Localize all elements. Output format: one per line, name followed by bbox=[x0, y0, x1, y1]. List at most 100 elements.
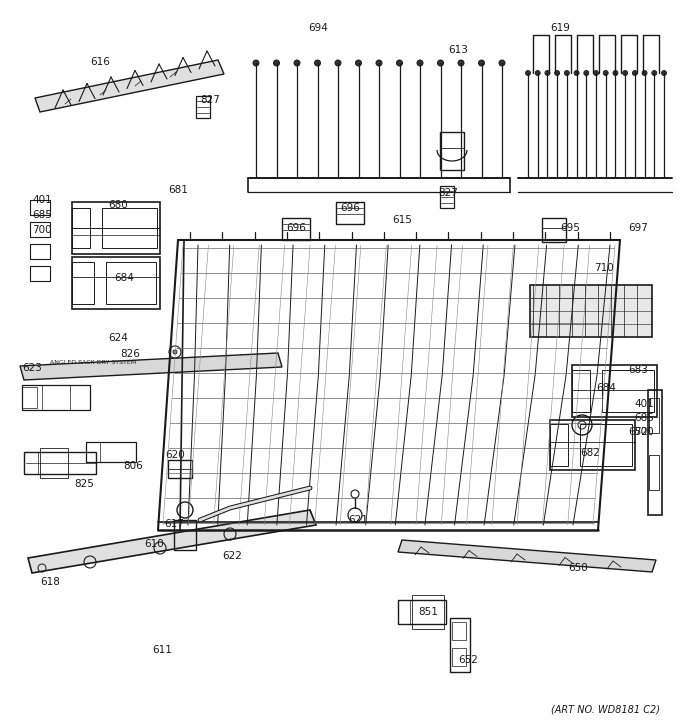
Text: 696: 696 bbox=[286, 223, 306, 233]
Circle shape bbox=[545, 70, 550, 75]
Text: 611: 611 bbox=[152, 645, 172, 655]
Polygon shape bbox=[398, 540, 656, 572]
Bar bbox=[550, 420, 635, 470]
Circle shape bbox=[652, 70, 657, 75]
Text: 684: 684 bbox=[114, 273, 134, 283]
Bar bbox=[440, 186, 454, 208]
Text: 624: 624 bbox=[108, 333, 128, 343]
Bar bbox=[86, 442, 100, 462]
Circle shape bbox=[173, 350, 177, 354]
Circle shape bbox=[662, 70, 666, 75]
Bar bbox=[542, 218, 566, 242]
Bar bbox=[40, 448, 68, 478]
Polygon shape bbox=[20, 353, 282, 380]
Bar bbox=[440, 132, 464, 170]
Text: 620: 620 bbox=[165, 450, 185, 460]
Text: 684: 684 bbox=[596, 383, 616, 393]
Bar bbox=[580, 424, 632, 466]
Bar bbox=[452, 622, 466, 640]
Text: 401: 401 bbox=[634, 399, 654, 409]
Text: 616: 616 bbox=[90, 57, 110, 67]
Text: 619: 619 bbox=[550, 23, 570, 33]
Text: 695: 695 bbox=[560, 223, 580, 233]
Bar bbox=[196, 96, 210, 118]
Bar bbox=[22, 385, 90, 410]
Bar bbox=[72, 257, 160, 309]
Bar bbox=[30, 222, 50, 237]
Circle shape bbox=[613, 70, 618, 75]
Text: 652: 652 bbox=[628, 427, 648, 437]
Bar bbox=[572, 365, 657, 417]
Text: 827: 827 bbox=[438, 188, 458, 198]
Circle shape bbox=[458, 60, 464, 66]
Text: 683: 683 bbox=[628, 365, 648, 375]
Bar bbox=[452, 648, 466, 666]
Bar bbox=[72, 262, 94, 304]
Bar bbox=[22, 387, 37, 408]
Text: 827: 827 bbox=[200, 95, 220, 105]
Bar bbox=[168, 460, 192, 478]
Bar bbox=[42, 385, 70, 410]
Text: 650: 650 bbox=[568, 563, 588, 573]
Bar bbox=[530, 285, 652, 337]
Text: 621: 621 bbox=[348, 515, 368, 525]
Text: 610: 610 bbox=[144, 539, 164, 549]
Circle shape bbox=[437, 60, 443, 66]
Circle shape bbox=[499, 60, 505, 66]
Bar bbox=[450, 618, 470, 672]
Circle shape bbox=[273, 60, 279, 66]
Bar bbox=[24, 452, 38, 474]
Bar bbox=[398, 600, 410, 624]
Circle shape bbox=[253, 60, 259, 66]
Text: 697: 697 bbox=[628, 223, 648, 233]
Text: (ART NO. WD8181 C2): (ART NO. WD8181 C2) bbox=[551, 705, 660, 715]
Circle shape bbox=[594, 70, 598, 75]
Bar bbox=[412, 595, 444, 629]
Bar bbox=[174, 520, 196, 550]
Bar bbox=[282, 218, 310, 240]
Circle shape bbox=[584, 70, 589, 75]
Bar bbox=[102, 208, 157, 248]
Bar bbox=[550, 424, 568, 466]
Bar bbox=[72, 208, 90, 248]
Bar bbox=[24, 452, 96, 474]
Bar bbox=[336, 202, 364, 224]
Text: 682: 682 bbox=[580, 448, 600, 458]
Circle shape bbox=[632, 70, 637, 75]
Bar bbox=[602, 370, 654, 412]
Bar bbox=[649, 398, 659, 433]
Bar bbox=[398, 600, 446, 624]
Text: 622: 622 bbox=[222, 551, 242, 561]
Circle shape bbox=[642, 70, 647, 75]
Text: 696: 696 bbox=[340, 203, 360, 213]
Text: 401: 401 bbox=[32, 195, 52, 205]
Text: 685: 685 bbox=[634, 413, 654, 423]
Circle shape bbox=[294, 60, 300, 66]
Bar bbox=[106, 262, 156, 304]
Bar bbox=[86, 442, 136, 462]
Text: 617: 617 bbox=[164, 519, 184, 529]
Text: 700: 700 bbox=[32, 225, 52, 235]
Circle shape bbox=[314, 60, 320, 66]
Text: 613: 613 bbox=[448, 45, 468, 55]
Text: 694: 694 bbox=[308, 23, 328, 33]
Text: 826: 826 bbox=[120, 349, 140, 359]
Circle shape bbox=[555, 70, 560, 75]
Text: 700: 700 bbox=[634, 427, 653, 437]
Text: 851: 851 bbox=[418, 607, 438, 617]
Text: 710: 710 bbox=[594, 263, 614, 273]
Bar bbox=[30, 200, 50, 215]
Polygon shape bbox=[28, 510, 316, 573]
Bar bbox=[649, 455, 659, 490]
Text: 681: 681 bbox=[168, 185, 188, 195]
Text: 680: 680 bbox=[108, 200, 128, 210]
Circle shape bbox=[417, 60, 423, 66]
Polygon shape bbox=[35, 60, 224, 112]
Text: 806: 806 bbox=[123, 461, 143, 471]
Circle shape bbox=[335, 60, 341, 66]
Bar bbox=[72, 202, 160, 254]
Circle shape bbox=[574, 70, 579, 75]
Circle shape bbox=[356, 60, 362, 66]
Text: 685: 685 bbox=[32, 210, 52, 220]
Bar bbox=[30, 266, 50, 281]
